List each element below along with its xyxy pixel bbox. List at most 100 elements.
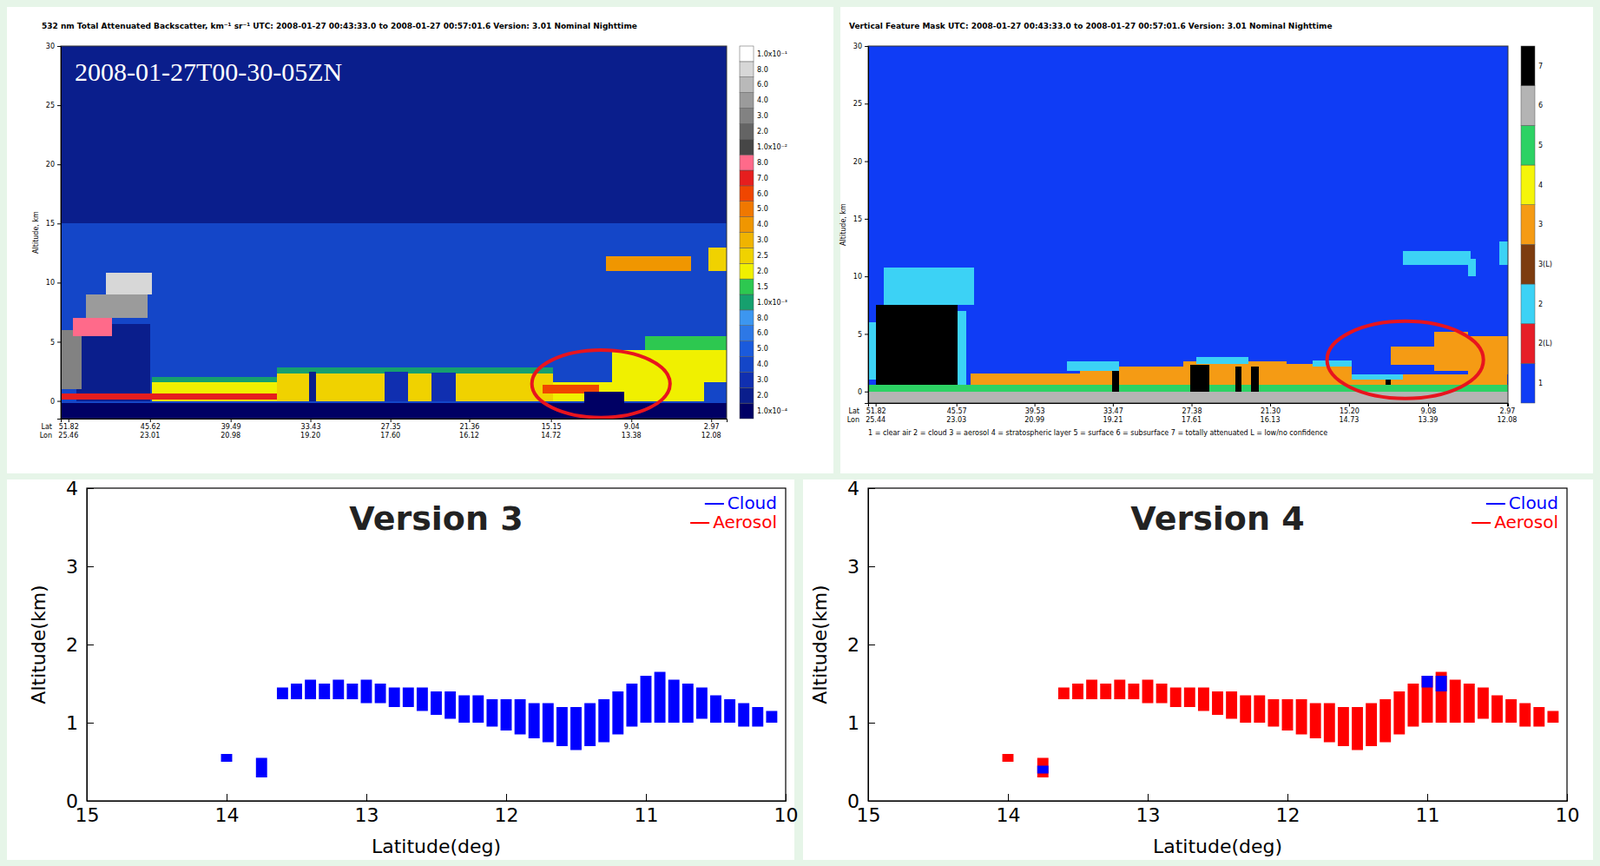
- x-tick: 15.15: [541, 418, 562, 431]
- x-tick: 14: [996, 793, 1021, 826]
- x-tick: 13: [1136, 793, 1161, 826]
- colorbar-label: 6.0: [757, 80, 769, 89]
- series: [1037, 675, 1448, 774]
- layer-bar: [710, 695, 722, 724]
- y-tick: 0: [847, 790, 876, 812]
- colorbar-label: 5.0: [757, 204, 769, 213]
- layer-bar: [1170, 687, 1182, 708]
- tick-label: 16.13: [1260, 415, 1281, 424]
- cell: [1390, 346, 1436, 365]
- layer-bar: [542, 703, 554, 743]
- cell: [60, 223, 727, 419]
- tick-label: 17.60: [380, 431, 401, 440]
- x-tick: 14: [215, 793, 240, 826]
- tick-label: 15: [75, 803, 100, 826]
- layer-bar: [361, 679, 373, 704]
- title: Vertical Feature Mask UTC: 2008-01-27 00…: [849, 21, 1333, 31]
- x-tick: 9.08: [1421, 402, 1437, 415]
- axis-line: [869, 488, 876, 802]
- tick-mark: [57, 401, 61, 402]
- tick-label: 19.21: [1102, 415, 1123, 424]
- plot-frame: [868, 46, 1508, 403]
- title: 532 nm Total Attenuated Backscatter, km⁻…: [41, 21, 638, 31]
- tick-mark: [57, 341, 61, 343]
- colorbar-swatch: [739, 232, 754, 249]
- layer-bar: [472, 695, 484, 724]
- legend-line: [1471, 521, 1491, 524]
- colorbar-label: 1.0x10⁻³: [757, 298, 788, 307]
- layer-bar: [1267, 698, 1279, 727]
- tick-mark: [1428, 402, 1429, 407]
- axis-line: [869, 793, 1568, 802]
- cell: [1112, 370, 1119, 392]
- layer-bar: [500, 698, 513, 731]
- layer-bar: [458, 695, 470, 724]
- colorbar-label: 5: [1538, 141, 1543, 150]
- tick-label: 21.36: [460, 422, 481, 431]
- y-tick: 5: [50, 338, 61, 347]
- tick-label: 45.57: [947, 407, 968, 415]
- plot-area: [60, 46, 727, 419]
- colorbar-swatch: [1520, 283, 1535, 324]
- layer-bar: [1142, 679, 1154, 704]
- plot-frame: [868, 487, 1568, 801]
- colorbar-swatch: [739, 263, 754, 279]
- tick-label: 16.12: [459, 431, 480, 440]
- tick-label: 10: [853, 272, 863, 281]
- cell: [1499, 241, 1508, 265]
- colorbar-label: 2(L): [1538, 339, 1553, 348]
- colorbar-swatch: [1520, 125, 1535, 165]
- legend-line: [1486, 502, 1506, 505]
- series: [1002, 671, 1560, 778]
- x-tick: 51.82: [866, 402, 887, 415]
- layer-bar: [388, 687, 401, 708]
- cell: [1066, 361, 1120, 371]
- colorbar-label: 4: [1538, 181, 1543, 190]
- plot-frame: [86, 487, 786, 801]
- layer-bar: [625, 683, 638, 727]
- tick-mark: [1287, 793, 1289, 801]
- cell: [276, 373, 554, 401]
- row-label: Lon: [39, 431, 53, 440]
- cell: [645, 335, 727, 350]
- tick-mark: [868, 722, 876, 724]
- cell: [868, 384, 1508, 392]
- tick-mark: [150, 418, 152, 422]
- panel-background: [840, 6, 1594, 474]
- layer-bar: [556, 706, 568, 746]
- colorbar-swatch: [739, 309, 754, 326]
- y-tick: 3: [847, 555, 876, 578]
- layer-bar: [737, 703, 750, 727]
- colorbar-label: 1.0x10⁻¹: [757, 50, 788, 59]
- tick-label: 15: [853, 215, 863, 224]
- tick-label: 10: [46, 278, 55, 287]
- tick-label: 51.82: [59, 422, 80, 431]
- cell: [708, 247, 727, 271]
- colorbar-label: 6.0: [757, 190, 769, 198]
- colorbar-label: 3(L): [1538, 260, 1553, 269]
- tick-label: 5: [50, 338, 55, 347]
- panel-background: [803, 479, 1594, 860]
- cell: [72, 317, 112, 336]
- y-axis-title: Altitude, km: [839, 203, 848, 246]
- legend: CloudAerosol: [690, 492, 777, 533]
- tick-mark: [864, 276, 869, 277]
- cell: [1251, 366, 1259, 392]
- colorbar-swatch: [739, 154, 754, 171]
- y-axis-title: Altitude(km): [27, 584, 50, 704]
- x-tick: 39.53: [1025, 402, 1046, 415]
- layer-bar: [765, 711, 777, 724]
- tick-mark: [645, 793, 647, 801]
- cell: [1351, 374, 1404, 381]
- tick-mark: [310, 418, 312, 422]
- legend-label: Aerosol: [1494, 511, 1559, 533]
- axis-line: [87, 488, 95, 802]
- legend-label: Aerosol: [712, 511, 777, 533]
- cell: [1434, 331, 1469, 371]
- tick-label: 5: [857, 330, 863, 339]
- layer-bar: [402, 687, 415, 708]
- tick-mark: [1567, 793, 1568, 801]
- tick-mark: [86, 644, 94, 646]
- tick-mark: [711, 418, 712, 422]
- highlight: [1327, 321, 1484, 399]
